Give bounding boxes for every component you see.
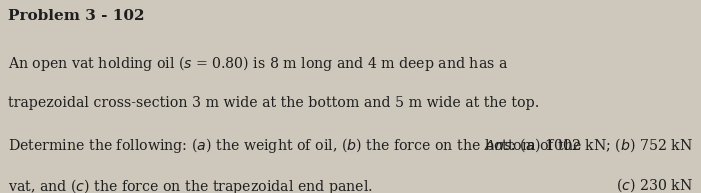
Text: vat, and ($c$) the force on the trapezoidal end panel.: vat, and ($c$) the force on the trapezoi… [8, 177, 374, 193]
Text: ($c$) 230 kN: ($c$) 230 kN [615, 177, 693, 193]
Text: Determine the following: ($a$) the weight of oil, ($b$) the force on the bottom : Determine the following: ($a$) the weigh… [8, 136, 583, 155]
Text: An open vat holding oil ($s$ = 0.80) is 8 m long and 4 m deep and has a: An open vat holding oil ($s$ = 0.80) is … [8, 54, 509, 73]
Text: $Ans$: ($a$) 1002 kN; ($b$) 752 kN: $Ans$: ($a$) 1002 kN; ($b$) 752 kN [484, 136, 693, 154]
Text: trapezoidal cross-section 3 m wide at the bottom and 5 m wide at the top.: trapezoidal cross-section 3 m wide at th… [8, 96, 540, 110]
Text: Problem 3 - 102: Problem 3 - 102 [8, 9, 145, 23]
